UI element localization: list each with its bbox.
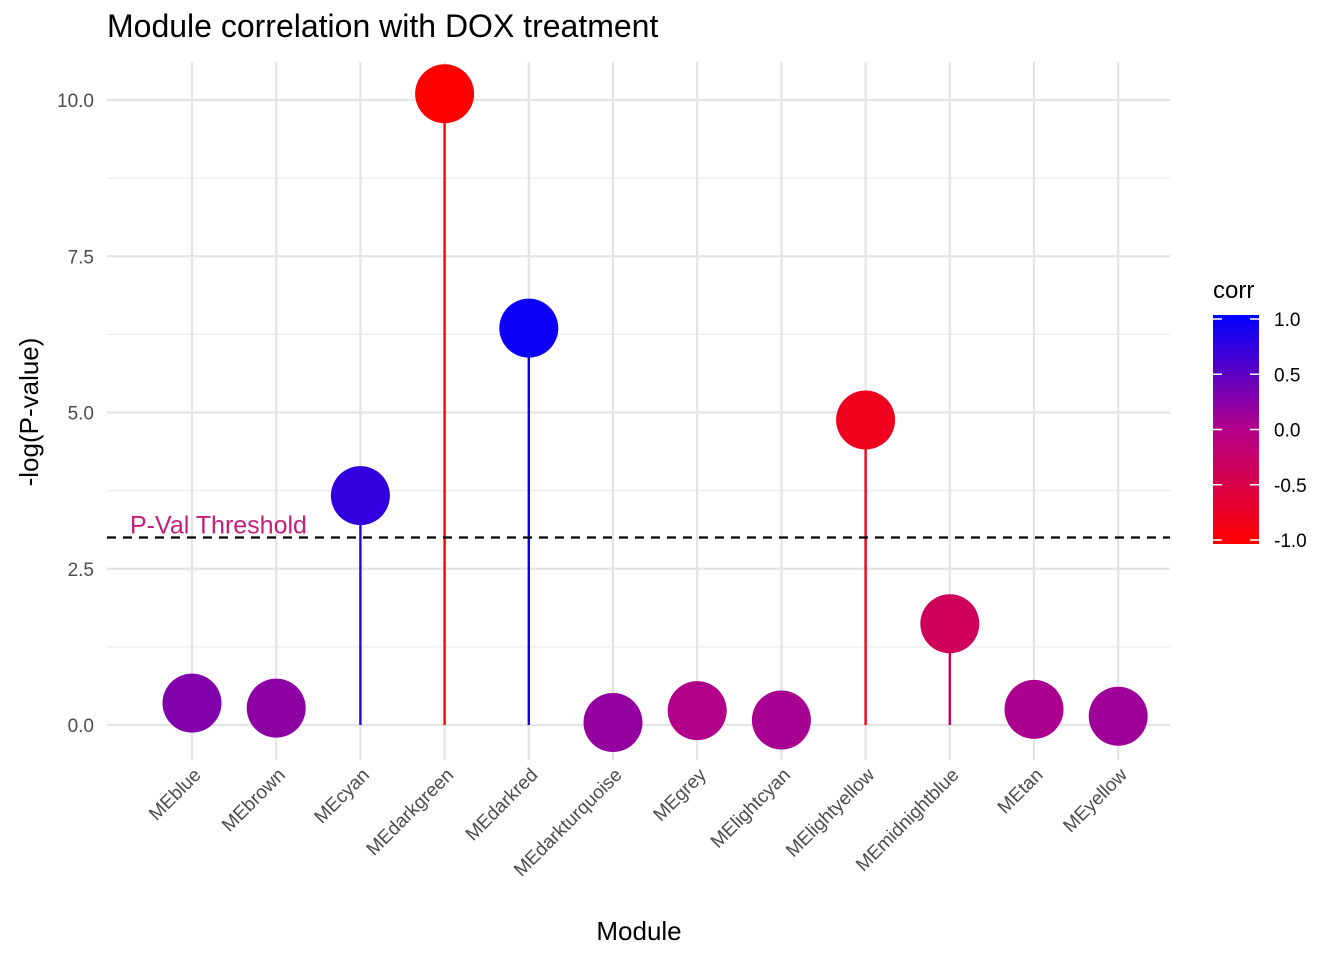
- threshold-label: P-Val Threshold: [130, 512, 307, 540]
- x-tick-label: MEtan: [994, 765, 1048, 819]
- threshold: P-Val Threshold: [107, 512, 1170, 540]
- point-MElightcyan: [751, 690, 811, 750]
- x-axis-label: Module: [596, 916, 681, 946]
- legend: corr 1.0 0.5 0.0 -0.5 -1.0: [1213, 277, 1307, 552]
- legend-tick-label: 0.0: [1274, 421, 1300, 442]
- y-tick-label: 10.0: [57, 91, 94, 112]
- legend-tick-label: 0.5: [1274, 365, 1300, 386]
- point-MEdarkturquoise: [583, 693, 643, 752]
- stems: [190, 93, 1120, 725]
- x-tick-label: MEcyan: [311, 765, 374, 828]
- grid-lines: [107, 62, 1170, 760]
- legend-tick-label: 1.0: [1274, 310, 1300, 331]
- legend-title: corr: [1213, 277, 1254, 304]
- y-tick-label: 7.5: [68, 247, 94, 268]
- y-tick-label: 0.0: [68, 716, 94, 737]
- point-MEblue: [162, 673, 222, 733]
- chart-title: Module correlation with DOX treatment: [107, 8, 659, 44]
- y-tick-label: 5.0: [68, 404, 94, 425]
- y-tick-label: 2.5: [68, 560, 94, 581]
- point-MElightyellow: [836, 390, 896, 450]
- x-tick-label: MElightcyan: [707, 765, 795, 853]
- point-MEmidnightblue: [920, 594, 980, 654]
- point-MEcyan: [330, 466, 390, 526]
- point-MEbrown: [246, 678, 306, 738]
- x-tick-label: MEdarkred: [462, 765, 543, 846]
- point-MEgrey: [667, 681, 727, 741]
- legend-tick-label: -0.5: [1274, 476, 1307, 497]
- legend-tick-label: -1.0: [1274, 531, 1307, 552]
- x-tick-label: MEbrown: [218, 765, 290, 837]
- points: [162, 64, 1148, 752]
- x-tick-label: MEgrey: [650, 764, 711, 825]
- point-MEyellow: [1088, 686, 1148, 746]
- point-MEtan: [1004, 679, 1064, 739]
- y-axis-ticks: 0.0 2.5 5.0 7.5 10.0: [57, 91, 94, 737]
- point-MEdarkred: [499, 298, 559, 358]
- x-tick-label: MEyellow: [1059, 764, 1132, 837]
- point-MEdarkgreen: [415, 64, 475, 124]
- y-axis-label: -log(P-value): [14, 338, 44, 487]
- x-tick-label: MEblue: [145, 765, 205, 825]
- x-tick-label: MEdarkgreen: [363, 765, 459, 861]
